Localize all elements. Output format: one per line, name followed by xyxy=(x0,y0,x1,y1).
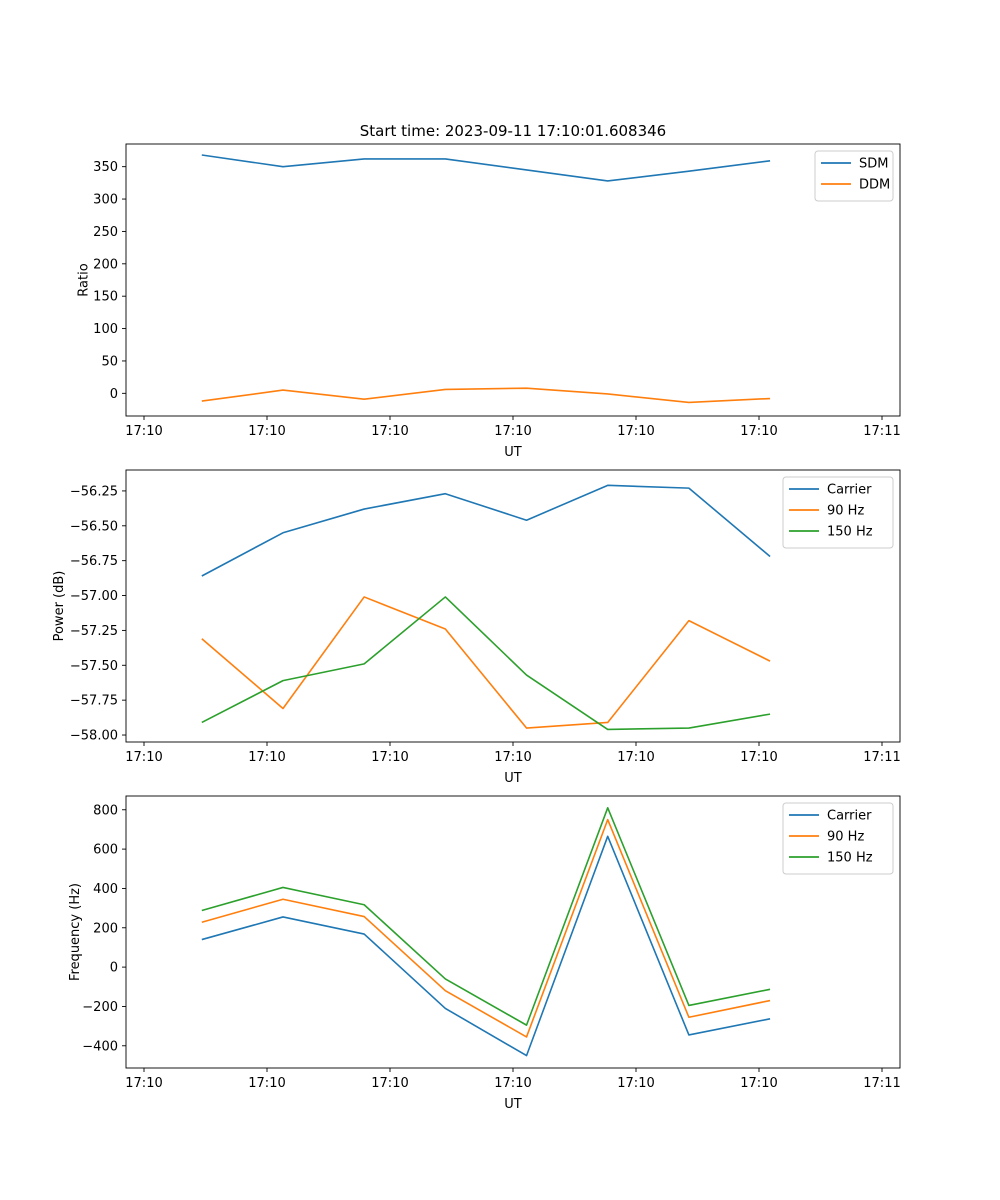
x-tick-label: 17:10 xyxy=(617,1076,654,1091)
legend: SDM DDM xyxy=(814,150,894,202)
panel-1: 17:10 17:10 17:10 17:10 17:10 17:10 17:11 0 50 10… xyxy=(76,143,901,460)
series-line-carrier xyxy=(201,484,771,577)
legend-label: DDM xyxy=(859,178,890,193)
y-tick-label: 400 xyxy=(93,882,118,897)
x-axis-label: UT xyxy=(504,771,522,786)
panels: 17:10 17:10 17:10 17:10 17:10 17:10 17:11 0 50 10… xyxy=(52,143,901,1112)
y-tick-label: 0 xyxy=(110,387,118,402)
y-tick-label: 200 xyxy=(93,921,118,936)
x-tick-label: 17:10 xyxy=(248,424,285,439)
panel-2: 17:10 17:10 17:10 17:10 17:10 17:10 17:11 −58.0… xyxy=(52,469,901,786)
x-tick-label: 17:10 xyxy=(371,750,408,765)
y-tick-label: 250 xyxy=(93,225,118,240)
y-tick-label: −200 xyxy=(82,1000,118,1015)
panel-3: 17:10 17:10 17:10 17:10 17:10 17:10 17:11 −400 −… xyxy=(68,795,901,1112)
x-axis-label: UT xyxy=(504,1097,522,1112)
legend-label: SDM xyxy=(859,157,888,172)
y-tick-label: 100 xyxy=(93,322,118,337)
x-tick-label: 17:10 xyxy=(248,1076,285,1091)
legend-label: Carrier xyxy=(827,809,872,824)
x-tick-label: 17:10 xyxy=(740,750,777,765)
legend: Carrier 90 Hz 150 Hz xyxy=(782,476,894,549)
legend-label: Carrier xyxy=(827,483,872,498)
series-line-150-hz xyxy=(201,596,771,731)
legend-label: 90 Hz xyxy=(827,830,864,845)
x-tick-label: 17:10 xyxy=(248,750,285,765)
series-line-sdm xyxy=(201,154,771,182)
legend-label: 90 Hz xyxy=(827,504,864,519)
x-tick-label: 17:10 xyxy=(494,750,531,765)
y-axis-label: Frequency (Hz) xyxy=(68,883,83,981)
legend: Carrier 90 Hz 150 Hz xyxy=(782,802,894,875)
y-tick-label: −57.75 xyxy=(70,694,118,709)
y-tick-label: −56.50 xyxy=(70,519,118,534)
series-line-150-hz xyxy=(201,807,771,1026)
x-tick-label: 17:11 xyxy=(863,1076,900,1091)
legend-label: 150 Hz xyxy=(827,851,873,866)
y-tick-label: 150 xyxy=(93,290,118,305)
x-tick-label: 17:10 xyxy=(740,1076,777,1091)
x-tick-label: 17:10 xyxy=(617,750,654,765)
legend-label: 150 Hz xyxy=(827,525,873,540)
y-axis-label: Power (dB) xyxy=(52,571,67,642)
y-tick-label: 0 xyxy=(110,961,118,976)
series-line-90-hz xyxy=(201,818,771,1038)
x-tick-label: 17:10 xyxy=(617,424,654,439)
y-tick-label: −58.00 xyxy=(70,729,118,744)
x-tick-label: 17:10 xyxy=(494,424,531,439)
x-tick-label: 17:10 xyxy=(371,424,408,439)
y-axis-label: Ratio xyxy=(76,263,91,296)
x-tick-label: 17:10 xyxy=(494,1076,531,1091)
series-line-90-hz xyxy=(201,596,771,729)
y-tick-label: 350 xyxy=(93,160,118,175)
x-tick-label: 17:10 xyxy=(125,750,162,765)
x-axis-label: UT xyxy=(504,445,522,460)
y-tick-label: −56.25 xyxy=(70,484,118,499)
y-tick-label: 800 xyxy=(93,803,118,818)
y-tick-label: −400 xyxy=(82,1039,118,1054)
y-tick-label: 50 xyxy=(101,354,118,369)
series-line-ddm xyxy=(201,387,771,404)
series-line-carrier xyxy=(201,835,771,1057)
y-tick-label: 200 xyxy=(93,257,118,272)
y-tick-label: −57.00 xyxy=(70,589,118,604)
x-tick-label: 17:10 xyxy=(125,1076,162,1091)
y-tick-label: 600 xyxy=(93,843,118,858)
x-tick-label: 17:11 xyxy=(863,424,900,439)
y-tick-label: −57.50 xyxy=(70,659,118,674)
y-tick-label: −56.75 xyxy=(70,554,118,569)
x-tick-label: 17:11 xyxy=(863,750,900,765)
x-tick-label: 17:10 xyxy=(125,424,162,439)
x-tick-label: 17:10 xyxy=(371,1076,408,1091)
y-tick-label: −57.25 xyxy=(70,624,118,639)
x-tick-label: 17:10 xyxy=(740,424,777,439)
figure-title: Start time: 2023-09-11 17:10:01.608346 xyxy=(360,122,666,140)
y-tick-label: 300 xyxy=(93,193,118,208)
